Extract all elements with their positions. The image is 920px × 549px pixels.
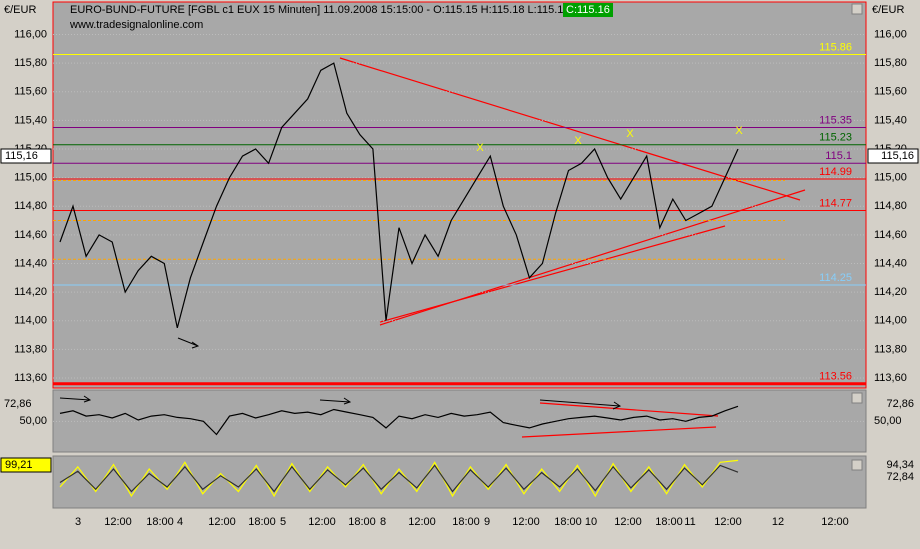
stoch-label: 72,84 — [886, 471, 914, 483]
y-tick-label: 114,20 — [874, 286, 907, 298]
y-tick-label: 114,60 — [874, 229, 907, 241]
y-tick-label: 116,00 — [874, 28, 907, 40]
y-tick-label: 114,60 — [14, 229, 47, 241]
x-tick-label: 11 — [684, 516, 695, 528]
osc-line — [59, 405, 739, 436]
x-tick-label: 12:00 — [614, 516, 642, 528]
last-box — [867, 148, 919, 164]
y-tick-label: 114,40 — [874, 257, 907, 269]
x-tick-label: 12:00 — [208, 516, 236, 528]
x-tick-label: 9 — [484, 516, 490, 528]
y-tick-label: 115,40 — [14, 114, 47, 126]
y-tick-label: 114,00 — [874, 315, 907, 327]
x-tick-label: 18:00 — [655, 516, 683, 528]
y-tick-label: 115,00 — [874, 172, 907, 184]
x-tick-label: 18:00 — [146, 516, 174, 528]
x-tick-label: 5 — [280, 516, 286, 528]
x-tick-label: 12:00 — [104, 516, 132, 528]
x-tick-label: 10 — [585, 516, 597, 528]
level-label: 115.86 — [819, 41, 852, 53]
last-price: 115,16 — [5, 150, 38, 162]
y-tick-label: 114,40 — [14, 257, 47, 269]
y-tick-label: 50,00 — [874, 415, 902, 427]
x-tick-label: 18:00 — [348, 516, 376, 528]
stoch-panel — [52, 455, 867, 509]
arrows — [59, 337, 622, 410]
x-tick-label: 12:00 — [308, 516, 336, 528]
y-tick-label: 115,80 — [14, 57, 47, 69]
close-box — [563, 3, 613, 17]
y-tick-label: 116,00 — [14, 28, 47, 40]
y-tick-label: 115,60 — [874, 86, 907, 98]
level-label: 115.1 — [825, 150, 852, 162]
y-tick-label: 115,80 — [874, 57, 907, 69]
x-tick-label: 12:00 — [714, 516, 742, 528]
price-line — [59, 62, 739, 329]
osc-last: 72,86 — [4, 398, 32, 410]
x-tick-label: 18:00 — [554, 516, 582, 528]
chart-title: EURO-BUND-FUTURE [FGBL c1 EUX 15 Minuten… — [70, 4, 570, 16]
level-label: 114.99 — [819, 166, 852, 178]
level-label: 114.77 — [819, 197, 852, 209]
y-tick-label: 113,80 — [14, 343, 47, 355]
y-tick-label: 114,00 — [14, 315, 47, 327]
y-tick-label: 115,00 — [14, 172, 47, 184]
time-axis — [0, 510, 920, 544]
icons — [851, 3, 863, 471]
marker: X — [626, 128, 634, 140]
price-panel — [52, 1, 867, 389]
x-tick-label: 12:00 — [512, 516, 540, 528]
last-price: 115,16 — [881, 150, 914, 162]
level-label: 114.25 — [819, 272, 852, 284]
x-tick-label: 18:00 — [248, 516, 276, 528]
x-tick-label: 4 — [177, 516, 183, 528]
stoch-label: 99,21 — [5, 459, 33, 471]
y-tick-label: 113,60 — [14, 372, 47, 384]
y-tick-label: 114,80 — [14, 200, 47, 212]
x-tick-label: 12:00 — [821, 516, 849, 528]
osc-last: 72,86 — [886, 398, 914, 410]
stoch-line — [59, 464, 739, 493]
y-tick-label: 50,00 — [19, 415, 47, 427]
x-tick-label: 8 — [380, 516, 386, 528]
symbol-label: €/EUR — [872, 4, 904, 16]
x-tick-label: 12:00 — [408, 516, 436, 528]
level-label: 113.56 — [819, 371, 852, 383]
level-label: 115.35 — [819, 114, 852, 126]
stoch-label: 94,34 — [886, 459, 914, 471]
x-tick-label: 18:00 — [452, 516, 480, 528]
stoch-box — [0, 457, 52, 473]
osc-panel — [52, 389, 867, 453]
marker: X — [574, 135, 582, 147]
y-tick-label: 113,80 — [874, 343, 907, 355]
last-box — [0, 148, 52, 164]
subtitle: www.tradesignalonline.com — [69, 19, 203, 31]
x-tick-label: 12 — [772, 516, 784, 528]
marker: X — [735, 125, 743, 137]
level-label: 115.23 — [819, 132, 852, 144]
x-tick-label: 3 — [75, 516, 81, 528]
trendlines — [339, 57, 806, 438]
close-text: C:115.16 — [566, 4, 610, 16]
y-tick-label: 113,60 — [874, 372, 907, 384]
y-tick-label: 114,80 — [874, 200, 907, 212]
y-tick-label: 115,60 — [14, 86, 47, 98]
symbol-label: €/EUR — [4, 4, 36, 16]
y-tick-label: 114,20 — [14, 286, 47, 298]
y-tick-label: 115,40 — [874, 114, 907, 126]
marker: X — [476, 142, 484, 154]
